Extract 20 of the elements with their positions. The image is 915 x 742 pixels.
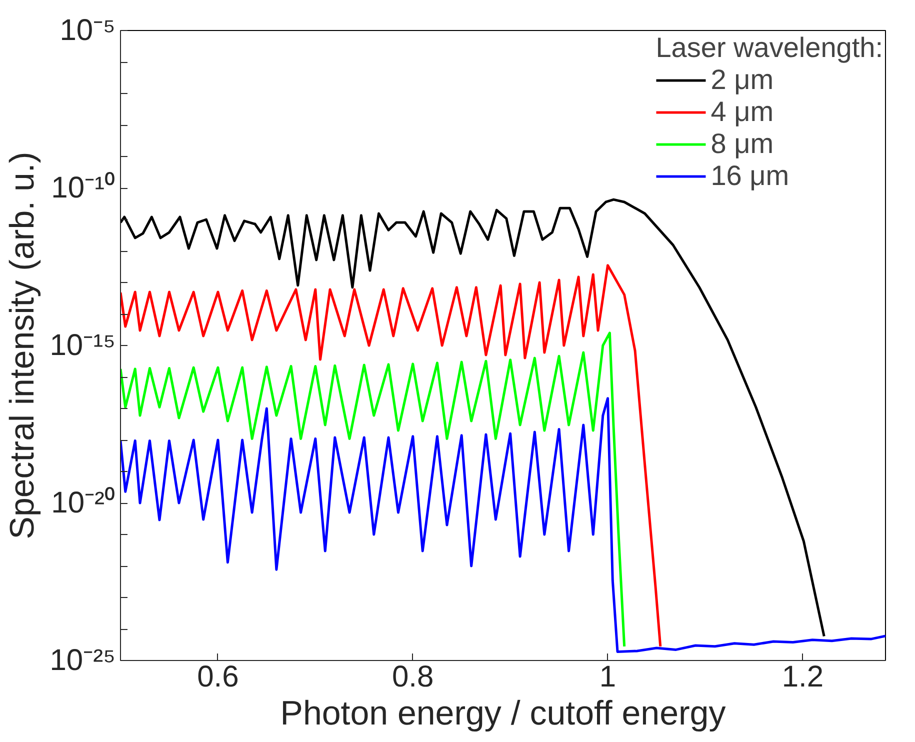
legend-label: 2 μm bbox=[710, 64, 774, 96]
y-tick-label: 10⁻²⁰ bbox=[51, 486, 116, 520]
legend-label: 4 μm bbox=[710, 96, 774, 128]
y-axis-title: Spectral intensity (arb. u.) bbox=[4, 152, 42, 540]
line-series bbox=[120, 198, 826, 638]
line-series bbox=[120, 332, 626, 648]
x-tick-label: 1.2 bbox=[782, 660, 824, 694]
x-tick-label: 0.6 bbox=[197, 660, 239, 694]
legend-title: Laser wavelength: bbox=[656, 32, 883, 64]
line-series bbox=[120, 264, 662, 648]
y-tick-label: 10⁻¹⁰ bbox=[51, 172, 116, 204]
y-tick-label: 10⁻²⁵ bbox=[50, 644, 116, 677]
y-tick-label: 10⁻⁵ bbox=[60, 14, 116, 47]
x-axis-title: Photon energy / cutoff energy bbox=[280, 694, 726, 732]
x-tick-label: 1 bbox=[599, 660, 616, 694]
legend-label: 8 μm bbox=[710, 128, 774, 160]
legend-label: 16 μm bbox=[710, 160, 790, 192]
y-tick-label: 10⁻¹⁵ bbox=[50, 329, 116, 362]
x-tick-label: 0.8 bbox=[392, 660, 434, 694]
line-series bbox=[120, 397, 886, 653]
